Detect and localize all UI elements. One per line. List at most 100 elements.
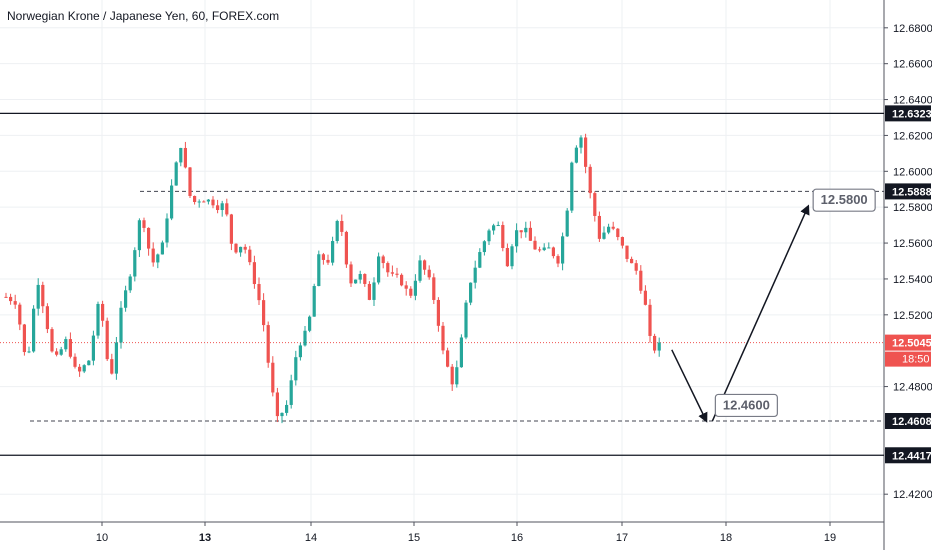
candle-body	[27, 351, 31, 353]
candle-body	[55, 351, 59, 355]
candle-body	[91, 335, 95, 361]
candle-body	[188, 167, 192, 196]
candle-body	[409, 288, 413, 296]
candles	[4, 133, 661, 424]
x-tick-label: 10	[96, 532, 108, 544]
candle-body	[271, 362, 275, 393]
candle-body	[280, 412, 284, 417]
countdown-bg	[885, 351, 931, 367]
candle-body	[620, 237, 624, 246]
candle-body	[275, 392, 279, 417]
candle-body	[395, 273, 399, 275]
candle-body	[584, 137, 588, 167]
candle-body	[367, 283, 371, 300]
candle-body	[229, 214, 233, 244]
y-tick-label: 12.6400	[893, 95, 932, 107]
candle-body	[248, 249, 252, 263]
candle-body	[579, 137, 583, 148]
candle-body	[455, 367, 459, 385]
candle-body	[616, 228, 620, 238]
candle-body	[303, 330, 307, 346]
candle-body	[119, 307, 123, 343]
candle-body	[78, 366, 82, 372]
candle-body	[524, 227, 528, 233]
candle-body	[643, 290, 647, 305]
candle-body	[105, 320, 109, 360]
candle-body	[128, 276, 132, 291]
candle-body	[630, 258, 634, 264]
candle-body	[321, 254, 325, 260]
candle-body	[151, 248, 155, 263]
candle-body	[547, 247, 551, 249]
candle-body	[354, 279, 358, 284]
candle-body	[363, 274, 367, 284]
candle-body	[496, 225, 500, 227]
y-tick-label: 12.5600	[893, 238, 932, 250]
lower-range-price-label-bg	[885, 413, 931, 430]
candle-body	[386, 263, 390, 273]
projection-arrow-up	[711, 204, 810, 422]
candle-body	[588, 166, 592, 194]
candle-body	[469, 282, 473, 303]
candle-body	[64, 339, 68, 350]
candle-body	[96, 303, 100, 336]
x-tick-label: 14	[305, 532, 317, 544]
x-tick-label: 16	[511, 532, 523, 544]
candle-body	[372, 282, 376, 300]
candle-body	[225, 203, 229, 215]
candle-body	[312, 286, 316, 317]
candle-body	[87, 360, 91, 366]
candle-body	[436, 299, 440, 326]
target-high-label: 12.5800	[821, 192, 868, 207]
candle-body	[211, 199, 215, 206]
current-price-label: 12.5045	[892, 338, 932, 350]
candle-body	[36, 284, 40, 309]
candle-body	[257, 284, 261, 301]
target-low-label-box	[714, 393, 778, 418]
lower-range-price-label: 12.4608	[892, 416, 932, 428]
candle-body	[344, 231, 348, 265]
candle-body	[9, 296, 13, 302]
candle-body	[551, 247, 555, 257]
candle-body	[285, 404, 289, 413]
candle-body	[349, 264, 353, 284]
upper-range-price-label-bg	[885, 183, 931, 200]
y-tick-label: 12.5200	[893, 310, 932, 322]
target-high-label-box	[812, 188, 876, 212]
candle-body	[18, 304, 22, 325]
candle-body	[625, 245, 629, 259]
candle-body	[326, 259, 330, 263]
candle-body	[110, 359, 114, 374]
candle-body	[22, 324, 26, 353]
candle-body	[574, 147, 578, 163]
projection-path	[671, 204, 810, 423]
y-tick-label: 12.6200	[893, 130, 932, 142]
x-tick-label: 19	[824, 532, 836, 544]
candle-body	[505, 247, 509, 267]
candle-body	[446, 350, 450, 367]
y-tick-label: 12.6600	[893, 59, 932, 71]
support-price-label-bg	[885, 447, 931, 464]
y-tick-label: 12.6000	[893, 166, 932, 178]
candle-body	[473, 267, 477, 283]
candle-body	[515, 230, 519, 247]
candle-body	[533, 240, 537, 250]
candle-body	[464, 302, 468, 338]
candle-body	[239, 246, 243, 253]
candle-body	[82, 365, 86, 372]
candle-body	[597, 215, 601, 239]
candle-body	[538, 249, 542, 251]
candle-body	[487, 230, 491, 242]
candle-body	[73, 356, 77, 367]
candle-body	[653, 335, 657, 351]
candle-body	[478, 252, 482, 268]
candle-body	[400, 274, 404, 286]
resistance-price-label: 12.6323	[892, 108, 932, 120]
candle-body	[216, 205, 220, 211]
candle-body	[50, 329, 54, 352]
candle-body	[133, 250, 137, 277]
candle-body	[593, 193, 597, 216]
candle-body	[492, 225, 496, 231]
candle-body	[413, 280, 417, 296]
